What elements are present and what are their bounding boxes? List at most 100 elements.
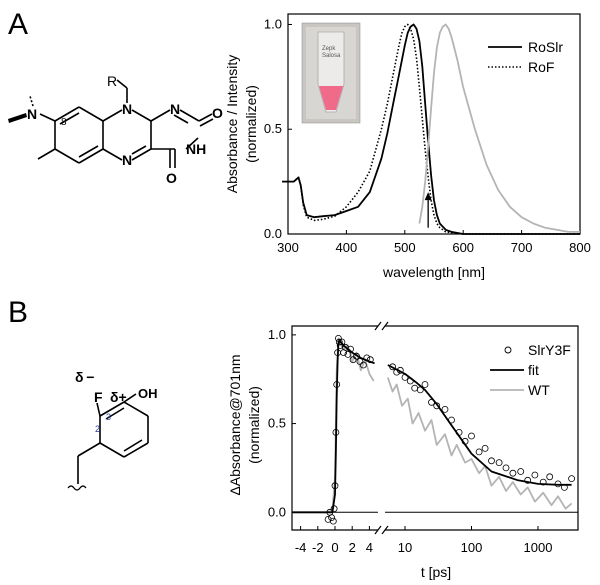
chart-b-x-tick-label: 1000: [524, 540, 553, 555]
series-slry3f-point: [488, 457, 495, 465]
fluorotyrosine-structure: [77, 393, 149, 484]
series-slry3f-point: [531, 471, 539, 479]
chart-b-x-tick-label: 4: [366, 540, 373, 555]
atom-n-amine: N: [27, 106, 37, 122]
series-slry3f-point: [509, 469, 517, 477]
chart-a-legend: RoSlr RoF: [488, 39, 563, 75]
series-slry3f-point: [461, 437, 469, 445]
series-slry3f-point: [524, 476, 532, 484]
legend-a-roslr: RoSlr: [528, 39, 563, 55]
atom-f: F: [94, 389, 103, 405]
chart-b-x-axis-label: t [ps]: [421, 564, 451, 580]
series-slry3f-point: [330, 505, 338, 513]
chart-b-y-tick-label: 0.5: [268, 416, 286, 431]
series-slry3f-point: [406, 377, 414, 385]
legend-b-slry3f: SlrY3F: [528, 342, 571, 358]
atom-o2: O: [212, 105, 223, 121]
series-slry3f-point: [475, 448, 483, 456]
series-slry3f-point: [393, 368, 401, 376]
chart-a-x-tick-label: 800: [569, 240, 591, 255]
atom-r: R: [107, 73, 117, 89]
chart-b-x-tick-label: -2: [312, 540, 324, 555]
series-slry3f-point: [502, 464, 510, 472]
series-slry3f-point: [495, 459, 503, 467]
series-slry3f-point: [389, 363, 397, 371]
series-slry3f-point: [517, 468, 525, 475]
chart-b-x-tick-label: 0: [331, 540, 338, 555]
panel-label-b: B: [8, 296, 28, 329]
chart-b-y-tick-label: 0.0: [268, 504, 286, 519]
chart-a-x-tick-label: 500: [394, 240, 416, 255]
chart-a-x-tick-label: 400: [336, 240, 358, 255]
chart-b: -4 -2 0 2 4 10 100 1000 0.0 0.5 1.0 t [ps] ΔAbsorb…: [227, 321, 579, 580]
flavin-structure: [37, 79, 214, 168]
series-slry3f-point: [428, 398, 435, 406]
series-slry3f-point: [356, 358, 364, 365]
chart-a: Zepk Salosa 300 400 500 600 700 800 0.0 0.5 1.0 w…: [224, 13, 591, 280]
series-slry3f-point: [333, 381, 341, 388]
atom-n1: N: [170, 101, 180, 117]
chart-b-series: [292, 334, 578, 525]
series-slry3f-point: [448, 416, 455, 424]
flavin-amine-substituents: [8, 95, 34, 123]
series-slry3f-point: [561, 483, 568, 491]
series-fluorescence-line: [418, 23, 580, 233]
chart-a-ticks: 300 400 500 600 700 800 0.0 0.5 1.0: [264, 16, 591, 255]
attachment-wavy-bond: [67, 485, 87, 491]
chart-b-x-tick-label: -4: [295, 540, 307, 555]
chart-b-x-tick-label: 2: [349, 540, 356, 555]
series-slry3f-point: [455, 428, 463, 436]
series-slry3f-point: [401, 373, 409, 381]
series-slry3f-point: [539, 478, 547, 486]
legend-b-fit: fit: [528, 362, 539, 378]
series-slry3f-point: [481, 444, 489, 452]
series-slry3f-point: [546, 473, 554, 481]
series-slry3f-point: [366, 356, 374, 364]
series-slry3f-point: [335, 338, 343, 346]
chart-b-y-axis-label: ΔAbsorbance@701nm: [227, 354, 243, 495]
series-slry3f-point: [433, 402, 441, 410]
series-slry3f-point: [568, 475, 575, 483]
series-slry3f-point: [347, 345, 354, 353]
chart-a-x-axis-label: wavelength [nm]: [382, 264, 485, 280]
legend-a-rof: RoF: [528, 59, 554, 75]
chart-b-x-tick-label: 100: [461, 540, 483, 555]
ring-position-3: 3: [106, 412, 111, 422]
series-slry3f-point: [411, 384, 419, 392]
chart-a-x-tick-label: 700: [511, 240, 533, 255]
series-slry3f-point: [331, 482, 339, 490]
panel-label-a: A: [8, 8, 28, 41]
ring-position-2: 2: [95, 424, 100, 434]
legend-b-wt: WT: [528, 382, 550, 398]
annotation-arrow-head: [424, 192, 432, 201]
series-fit-line-log: [387, 364, 572, 486]
series-slry3f-point: [338, 338, 346, 346]
series-rof-line: [282, 23, 580, 235]
series-slry3f-point: [349, 356, 357, 364]
chart-a-plot-area: [287, 13, 581, 235]
series-roslr-line: [282, 23, 580, 235]
atom-position-8: 8: [61, 117, 67, 128]
atom-oh: OH: [138, 386, 158, 401]
chart-b-legend: SlrY3F fit WT: [490, 342, 571, 398]
chart-b-axis-break-top: [374, 321, 389, 331]
series-slry3f-point: [329, 517, 337, 525]
atom-n5: N: [122, 152, 132, 168]
chart-a-y-tick-label: 0.5: [264, 121, 282, 136]
atom-n10: N: [122, 101, 132, 117]
series-slry3f-point: [344, 350, 352, 358]
series-slry3f-point: [416, 386, 424, 394]
chart-b-y-tick-label: 1.0: [268, 327, 286, 342]
chart-a-y-axis-label: Absorbance / Intensity: [224, 55, 240, 194]
chart-a-y-tick-label: 1.0: [264, 16, 282, 31]
legend-b-swatch-slry3f: [504, 346, 512, 354]
series-fit-line-linear: [292, 339, 375, 514]
series-slry3f-point: [554, 480, 562, 488]
chart-a-y-tick-label: 0.0: [264, 226, 282, 241]
chart-a-inset-photo: Zepk Salosa: [301, 22, 361, 124]
series-wt-line-log: [386, 377, 573, 510]
chart-b-ticks: -4 -2 0 2 4 10 100 1000 0.0 0.5 1.0: [268, 327, 553, 555]
series-slry3f-point: [359, 361, 367, 369]
chart-a-series: [282, 23, 580, 235]
